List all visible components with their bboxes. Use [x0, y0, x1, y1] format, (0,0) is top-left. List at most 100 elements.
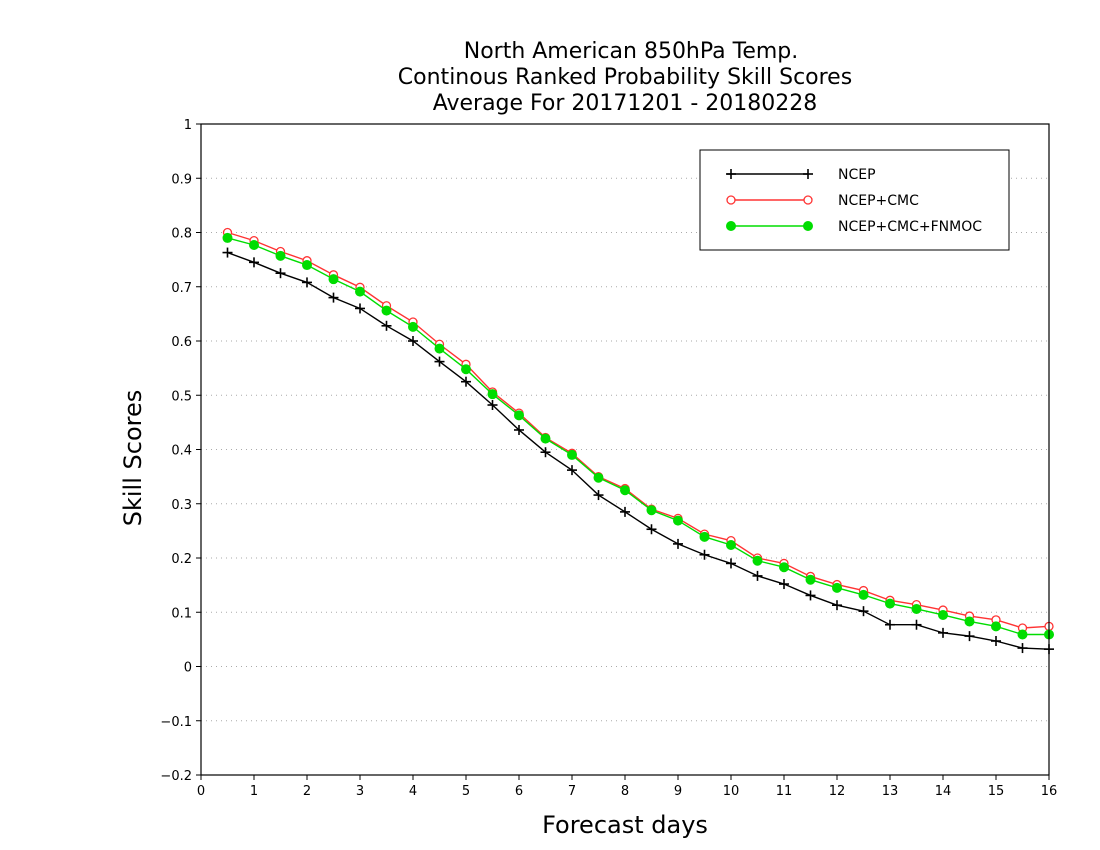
plot-frame [200, 123, 1050, 776]
data-point [1017, 629, 1028, 640]
data-point [646, 505, 657, 516]
chart-title-line-1: North American 850hPa Temp. [464, 39, 799, 64]
x-tick-label: 14 [935, 784, 952, 799]
data-point [487, 400, 498, 411]
data-point [699, 531, 710, 542]
x-tick-label: 8 [621, 784, 629, 799]
y-tick-label: 0.8 [171, 227, 192, 242]
data-point [752, 570, 763, 581]
data-point [567, 465, 577, 476]
data-point [540, 447, 551, 458]
y-axis-label: Skill Scores [119, 390, 147, 527]
x-tick-label: 11 [776, 784, 793, 799]
y-tick-label: 0.3 [171, 498, 192, 513]
legend-marker-end [803, 221, 813, 231]
x-tick-label: 9 [674, 784, 682, 799]
data-point [275, 250, 286, 261]
data-point [752, 555, 763, 566]
data-point [1017, 643, 1028, 654]
y-tick-label: 0.6 [171, 335, 192, 350]
series-line [227, 231, 1050, 629]
series-ncep-cmc [222, 227, 1054, 633]
data-point [938, 609, 948, 620]
data-point [461, 376, 471, 387]
data-point [381, 305, 392, 316]
x-tick-label: 16 [1041, 784, 1058, 799]
data-point [355, 286, 365, 297]
data-point [911, 619, 922, 630]
data-point [567, 449, 577, 460]
series-line [227, 251, 1050, 650]
data-point [726, 539, 736, 550]
data-point [408, 336, 418, 346]
axis-ticks: −0.2−0.100.10.20.30.40.50.60.70.80.910 1 2… [160, 118, 1057, 799]
x-axis-label: Forecast days [542, 811, 708, 839]
x-tick-label: 7 [568, 784, 576, 799]
legend-marker-start [726, 169, 736, 179]
data-point [434, 343, 445, 354]
y-tick-label: 0.9 [171, 172, 192, 187]
data-point [885, 598, 895, 609]
data-point [964, 616, 975, 627]
legend-entry-ncep-cmc: NCEP+CMC [726, 193, 919, 209]
legend-label: NCEP+CMC+FNMOC [838, 219, 982, 235]
data-point [673, 515, 683, 526]
data-point [593, 472, 604, 483]
data-point [514, 410, 524, 421]
y-tick-label: 0.2 [171, 552, 192, 567]
data-point [991, 636, 1001, 647]
data-point [302, 277, 312, 288]
legend-entry-ncep: NCEP [726, 167, 876, 183]
data-point [726, 558, 736, 569]
x-tick-label: 6 [515, 784, 523, 799]
legend: NCEP NCEP+CMC NCEP+CMC+FNMOC [699, 149, 1010, 251]
legend-label: NCEP [838, 167, 876, 183]
y-tick-label: 1 [184, 118, 192, 133]
x-tick-label: 3 [356, 784, 364, 799]
data-point [699, 549, 710, 560]
data-point [540, 433, 551, 444]
series-line [227, 237, 1049, 636]
y-tick-label: 0.7 [171, 281, 192, 296]
legend-entries: NCEP NCEP+CMC NCEP+CMC+FNMOC [726, 167, 982, 235]
data-point [646, 524, 657, 535]
data-point [487, 389, 498, 400]
data-point [858, 606, 869, 617]
y-tick-label: 0 [184, 661, 192, 676]
chart-title-line-3: Average For 20171201 - 20180228 [433, 91, 818, 116]
data-point [275, 268, 286, 279]
x-tick-label: 2 [303, 784, 311, 799]
data-point [381, 320, 392, 331]
y-tick-label: −0.2 [160, 769, 192, 784]
data-point [593, 490, 604, 501]
data-point [858, 589, 869, 600]
data-point [461, 364, 471, 375]
data-point [673, 538, 683, 549]
x-tick-label: 15 [988, 784, 1005, 799]
data-point [991, 621, 1001, 632]
data-point [964, 631, 975, 642]
data-point [514, 424, 524, 435]
data-point [249, 257, 259, 268]
series-ncep-cmc-fnmoc [222, 232, 1054, 640]
data-point [805, 590, 816, 601]
data-series [222, 227, 1054, 655]
x-tick-label: 12 [829, 784, 846, 799]
data-point [938, 627, 948, 638]
y-tick-label: 0.4 [171, 444, 192, 459]
legend-entry-ncep-cmc-fnmoc: NCEP+CMC+FNMOC [726, 219, 982, 235]
series-ncep [222, 247, 1054, 655]
x-tick-label: 5 [462, 784, 470, 799]
data-point [355, 303, 365, 314]
data-point [328, 292, 339, 303]
x-tick-label: 1 [250, 784, 258, 799]
data-point [779, 562, 789, 573]
data-point [620, 506, 630, 517]
chart-title-line-2: Continous Ranked Probability Skill Score… [398, 65, 852, 90]
data-point [408, 321, 418, 332]
legend-marker-end [803, 169, 813, 179]
data-point [911, 603, 922, 614]
data-point [620, 485, 630, 496]
y-tick-label: −0.1 [160, 715, 192, 730]
